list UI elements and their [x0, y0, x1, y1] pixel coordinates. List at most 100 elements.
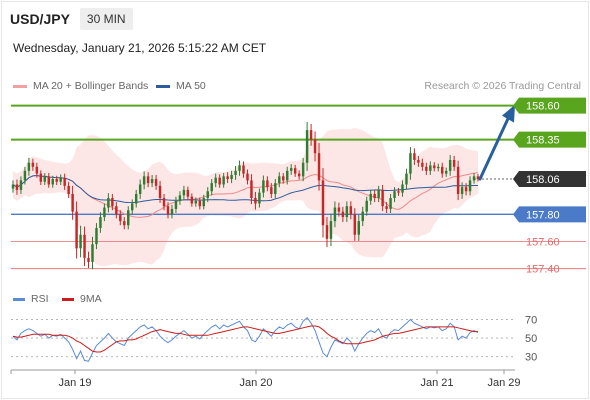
candle	[357, 215, 361, 241]
candle-body	[190, 196, 194, 204]
candle	[83, 226, 86, 266]
candle	[425, 162, 428, 175]
candle-body	[440, 166, 444, 174]
level-tag-158.60-shape	[513, 97, 586, 114]
candle	[341, 206, 345, 222]
candle-body	[413, 153, 416, 161]
candle-body	[39, 173, 43, 182]
rsi-line	[12, 316, 479, 362]
legend-swatch-rsi	[13, 297, 25, 301]
candle-body	[429, 165, 432, 171]
rsi-tick-30: 30	[525, 352, 537, 364]
candle-body	[35, 166, 39, 174]
candle-body	[162, 198, 166, 207]
datetime-label: Wednesday, January 21, 2026 5:15:22 AM C…	[13, 41, 267, 55]
candle-body	[337, 207, 341, 212]
candle-body	[238, 165, 241, 171]
candle-body	[71, 193, 74, 212]
candle-body	[301, 162, 305, 177]
candle	[198, 197, 202, 210]
level-tag-157.80: 157.80	[526, 209, 560, 221]
candle-body	[134, 193, 138, 204]
candle	[472, 173, 476, 184]
candle-body	[425, 166, 428, 171]
candle-body	[206, 191, 209, 199]
level-tag-158.06-shape	[513, 171, 586, 188]
candle	[67, 181, 70, 199]
candle-body	[202, 198, 206, 207]
candle-body	[210, 183, 213, 192]
candle-body	[246, 173, 249, 181]
candle	[460, 182, 464, 199]
candle-body	[258, 192, 261, 204]
candle	[218, 174, 221, 188]
candle	[325, 217, 329, 247]
candle	[429, 161, 432, 175]
candle	[206, 187, 209, 203]
candle-body	[170, 208, 174, 215]
candle-body	[393, 191, 396, 199]
candle	[130, 199, 134, 215]
candle	[250, 174, 253, 205]
candle	[305, 121, 309, 171]
candle-body	[123, 221, 126, 226]
candle	[222, 173, 225, 188]
level-tags-layer: 158.60 158.35 158.06 157.80 157.60 157.40	[513, 97, 586, 276]
candle-body	[289, 168, 293, 171]
candle	[127, 206, 130, 230]
moving-average-layer	[12, 172, 479, 218]
candle	[393, 187, 396, 203]
candle	[464, 183, 468, 196]
candle-body	[397, 191, 400, 193]
candle-body	[250, 180, 253, 199]
legend-rsi-ma: 9MA	[62, 293, 102, 305]
candle-body	[270, 187, 273, 194]
level-tag-157.60: 157.60	[526, 237, 560, 249]
candle	[409, 147, 412, 180]
candle-body	[325, 225, 329, 239]
candle	[119, 210, 122, 226]
candle	[31, 158, 35, 171]
candle	[162, 193, 166, 211]
candle-body	[107, 198, 110, 208]
candle	[111, 193, 114, 211]
candle	[433, 162, 436, 172]
candle-body	[353, 214, 357, 235]
candle	[23, 166, 27, 185]
timeframe-button[interactable]: 30 MIN	[79, 8, 133, 30]
candle-body	[95, 227, 98, 245]
candle	[452, 155, 456, 171]
candle	[79, 225, 82, 258]
candle	[95, 223, 98, 250]
candle-body	[313, 139, 317, 154]
candle-body	[365, 200, 368, 212]
candle-body	[444, 170, 448, 174]
candle-body	[103, 207, 106, 218]
candle-body	[19, 180, 23, 190]
level-tag-158.06: 158.06	[526, 174, 560, 186]
candle-body	[389, 198, 392, 209]
candle	[369, 189, 372, 205]
candle-body	[329, 221, 333, 239]
candle	[258, 188, 261, 208]
candle-body	[460, 187, 464, 194]
candle-body	[266, 180, 269, 188]
candle	[417, 155, 420, 167]
candle-body	[146, 176, 150, 184]
candle	[35, 162, 39, 178]
legend-bollinger: MA 20 + Bollinger Bands	[13, 80, 148, 92]
candle-body	[230, 174, 233, 180]
candle-body	[278, 176, 281, 184]
level-tag-158.35-group: 158.35	[513, 131, 586, 148]
candle	[353, 208, 357, 241]
legend-swatch-ma50	[156, 84, 170, 88]
level-tag-158.06-group: 158.06	[513, 171, 586, 188]
candle	[103, 203, 106, 222]
candle-body	[448, 160, 452, 171]
x-tick-label-3: Jan 29	[487, 377, 520, 389]
candle-body	[218, 177, 221, 185]
candle	[468, 176, 472, 196]
candle	[142, 171, 146, 190]
candle	[401, 180, 404, 197]
